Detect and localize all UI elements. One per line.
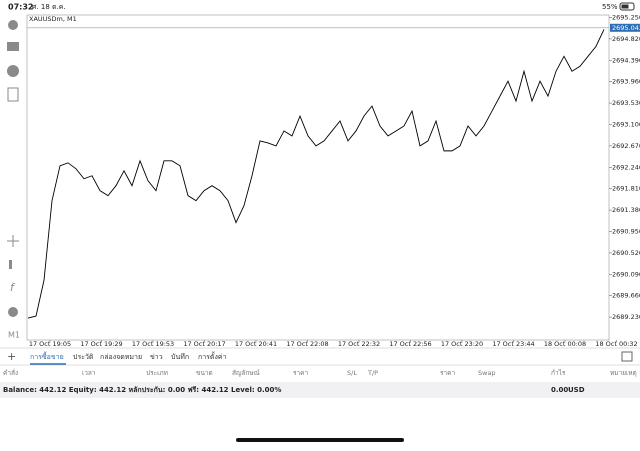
tab[interactable]: การตั้งค่า xyxy=(198,350,227,361)
x-tick-label: 18 Oct 00:32 xyxy=(595,340,637,348)
tab[interactable]: ข่าว xyxy=(150,353,163,361)
x-tick-label: 17 Oct 19:05 xyxy=(29,340,71,348)
y-tick-label: 2691.810 xyxy=(612,185,640,193)
x-tick-label: 17 Oct 19:53 xyxy=(132,340,174,348)
objects-icon[interactable] xyxy=(8,307,18,317)
x-tick-label: 17 Oct 20:41 xyxy=(235,340,277,348)
x-tick-label: 17 Oct 20:17 xyxy=(183,340,225,348)
date: ศ. 18 ต.ค. xyxy=(32,3,66,11)
y-tick-label: 2694.820 xyxy=(612,35,640,43)
column-header: ประเภท xyxy=(146,369,168,377)
home-indicator xyxy=(236,438,404,442)
y-tick-label: 2690.520 xyxy=(612,249,640,257)
column-header: กำไร xyxy=(551,369,566,377)
y-tick-label: 2691.380 xyxy=(612,206,640,214)
candle-icon[interactable] xyxy=(9,260,12,269)
clock: 07:32 xyxy=(8,3,33,12)
y-tick-label: 2689.660 xyxy=(612,292,640,300)
balance-row xyxy=(0,382,640,398)
timeframe[interactable]: M1 xyxy=(8,331,20,340)
chart-frame xyxy=(26,14,610,341)
y-tick-label: 2694.390 xyxy=(612,56,640,64)
x-tick-label: 17 Oct 22:32 xyxy=(338,340,380,348)
crosshair-icon[interactable] xyxy=(7,235,19,247)
add-button[interactable]: + xyxy=(7,350,16,363)
column-header: Swap xyxy=(478,369,496,377)
tab[interactable]: การซื้อขาย xyxy=(30,350,64,361)
current-price-box xyxy=(610,23,640,32)
profit: 0.00 xyxy=(551,386,568,394)
tab[interactable]: ประวัติ xyxy=(73,353,94,361)
panel-icon[interactable] xyxy=(621,351,633,362)
column-header: หมายเหตุ xyxy=(610,369,637,377)
tab[interactable]: บันทึก xyxy=(171,352,189,361)
new-order-icon[interactable] xyxy=(7,87,19,102)
column-header: เวลา xyxy=(82,369,96,377)
battery-icon xyxy=(619,2,635,11)
y-tick-label: 2690.090 xyxy=(612,270,640,278)
tab[interactable]: กล่องจดหมาย xyxy=(100,353,142,361)
column-header: ขนาด xyxy=(196,369,213,377)
x-tick-label: 17 Oct 22:08 xyxy=(286,340,328,348)
x-tick-label: 17 Oct 22:56 xyxy=(389,340,431,348)
toolbar: f xyxy=(7,20,19,317)
currency: USD xyxy=(568,386,585,394)
price-line xyxy=(27,29,605,319)
y-tick-label: 2692.670 xyxy=(612,142,640,150)
y-tick-label: 2690.950 xyxy=(612,228,640,236)
account-icon[interactable] xyxy=(8,20,18,30)
column-header: S/L xyxy=(347,369,357,377)
column-header: คำสั่ง xyxy=(3,368,18,377)
y-tick-label: 2695.250 xyxy=(612,13,640,21)
column-header: T/P xyxy=(367,369,378,377)
column-header: ราคา xyxy=(293,369,308,377)
y-tick-label: 2693.530 xyxy=(612,99,640,107)
current-price-label: 2695.043 xyxy=(612,24,640,32)
x-tick-label: 18 Oct 00:08 xyxy=(544,340,586,348)
chat-icon[interactable] xyxy=(7,65,19,77)
y-tick-label: 2692.240 xyxy=(612,163,640,171)
y-tick-label: 2693.960 xyxy=(612,78,640,86)
column-header: สัญลักษณ์ xyxy=(232,369,260,377)
y-tick-label: 2693.100 xyxy=(612,120,640,128)
indicator-icon[interactable]: f xyxy=(10,281,16,294)
chart-title: XAUUSDm, M1 xyxy=(29,15,77,23)
x-tick-label: 17 Oct 23:44 xyxy=(492,340,534,348)
x-tick-label: 17 Oct 23:20 xyxy=(441,340,483,348)
battery-text: 55% xyxy=(602,3,618,11)
account-summary: Balance: 442.12 Equity: 442.12 หลักประกั… xyxy=(3,386,281,394)
x-tick-label: 17 Oct 19:29 xyxy=(80,340,122,348)
battery-level xyxy=(621,4,629,9)
trade-icon[interactable] xyxy=(7,42,19,51)
column-header: ราคา xyxy=(440,369,455,377)
y-tick-label: 2689.230 xyxy=(612,313,640,321)
